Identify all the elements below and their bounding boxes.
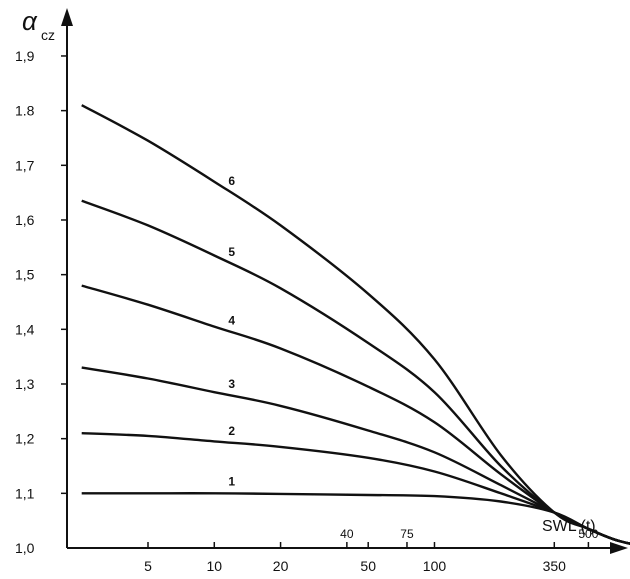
series-line-4 <box>81 284 630 545</box>
x-tick-label: 10 <box>206 558 222 574</box>
x-tick-label: 5 <box>144 558 152 574</box>
series-label-4: 4 <box>228 313 235 327</box>
x-axis-title: SWL (t) <box>542 518 596 535</box>
y-tick-label: 1,5 <box>15 267 35 283</box>
y-tick-label: 1,2 <box>15 431 35 447</box>
y-tick-label: 1,3 <box>15 376 35 392</box>
series-label-6: 6 <box>228 174 235 188</box>
series-line-1 <box>81 492 630 545</box>
series-label-1: 1 <box>228 474 235 488</box>
y-axis-title-subscript: cz <box>41 27 55 43</box>
y-axis-arrow-icon <box>61 8 73 26</box>
y-tick-label: 1.8 <box>15 103 35 119</box>
series-line-6 <box>81 104 630 545</box>
x-tick-label: 100 <box>423 558 447 574</box>
series-line-2 <box>81 432 630 545</box>
series-line-5 <box>81 199 630 545</box>
x-axis-arrow-icon <box>610 542 628 554</box>
series-layer: 1 2 3 4 5 6 <box>81 104 630 545</box>
y-tick-label: 1,4 <box>15 321 35 337</box>
y-tick-label: 1,1 <box>15 485 35 501</box>
x-ticks: 51020501003501 0004075500 <box>144 527 599 574</box>
series-label-5: 5 <box>228 245 235 259</box>
y-tick-label: 1,6 <box>15 212 35 228</box>
x-tick-label: 50 <box>360 558 376 574</box>
series-label-3: 3 <box>228 377 235 391</box>
series-label-2: 2 <box>228 424 235 438</box>
y-tick-label: 1,0 <box>15 540 35 556</box>
x-tick-label-top: 40 <box>340 527 354 541</box>
axis-titles: α cz SWL (t) <box>22 6 596 535</box>
series-line-3 <box>81 366 630 545</box>
y-ticks: 1,0 1,1 1,2 1,3 1,4 1,5 1,6 1,7 1.8 1,9 <box>15 48 67 556</box>
y-tick-label: 1,7 <box>15 157 35 173</box>
x-tick-label: 20 <box>273 558 289 574</box>
y-tick-label: 1,9 <box>15 48 35 64</box>
x-tick-label: 350 <box>543 558 567 574</box>
axes <box>61 8 628 554</box>
x-tick-label-top: 75 <box>400 527 414 541</box>
y-axis-title: α <box>22 6 38 36</box>
